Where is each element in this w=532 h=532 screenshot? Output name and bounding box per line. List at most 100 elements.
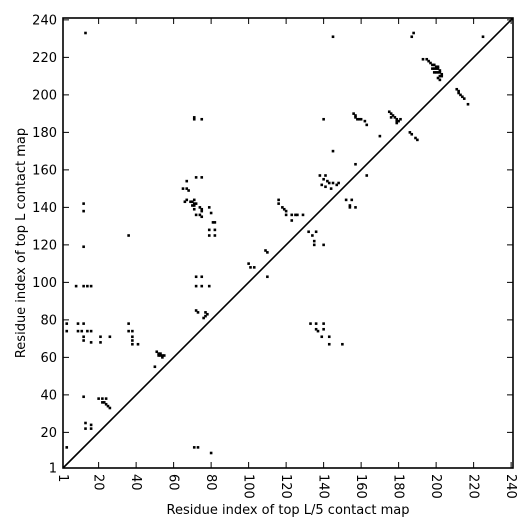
contact-point	[354, 162, 357, 166]
contact-point	[82, 284, 85, 288]
contact-point	[101, 397, 104, 400]
contact-point	[159, 352, 162, 355]
contact-point	[461, 95, 464, 99]
contact-point	[389, 116, 393, 119]
contact-point	[200, 209, 204, 213]
contact-point	[189, 200, 192, 204]
contact-point	[65, 329, 69, 333]
contact-point	[459, 93, 462, 97]
x-tick-label: 40	[128, 474, 143, 491]
contact-point	[97, 397, 100, 400]
contact-point	[84, 421, 87, 425]
contact-point	[344, 198, 348, 202]
contact-point	[327, 335, 331, 339]
contact-point	[312, 243, 316, 247]
contact-point	[322, 327, 325, 331]
contact-point	[309, 322, 312, 325]
contact-point	[136, 342, 140, 346]
contact-point	[194, 275, 198, 279]
y-axis-label: Residue index of top L contact map	[14, 128, 29, 358]
plot-frame	[62, 17, 514, 469]
contact-point	[86, 284, 89, 288]
contact-point	[82, 339, 85, 342]
contact-point	[181, 187, 185, 190]
contact-point	[161, 356, 164, 359]
contact-point	[327, 342, 331, 346]
contact-point	[350, 198, 354, 202]
contact-point	[65, 322, 69, 325]
x-tick-label: 240	[503, 474, 518, 499]
contact-point	[337, 181, 340, 185]
contact-point	[440, 74, 444, 78]
contact-point	[425, 57, 429, 61]
contact-point	[200, 284, 204, 288]
contact-point	[412, 31, 415, 35]
contact-point	[211, 221, 215, 224]
contact-point	[331, 35, 335, 39]
contact-point	[277, 198, 280, 202]
x-tick-label: 160	[353, 474, 368, 499]
contact-point	[322, 117, 325, 121]
contact-point	[331, 149, 335, 153]
contact-point	[466, 102, 470, 106]
contact-point	[314, 322, 318, 325]
contact-point	[324, 185, 327, 189]
contact-point	[414, 136, 417, 140]
x-tick-label: 100	[241, 474, 256, 499]
contact-point	[421, 57, 425, 61]
x-tick-label: 20	[91, 474, 106, 491]
contact-point	[192, 446, 196, 449]
contact-point	[312, 239, 316, 243]
y-tick-label: 220	[32, 51, 57, 66]
contact-point	[198, 206, 202, 209]
contact-point	[108, 335, 112, 339]
y-tick-label: 160	[32, 163, 57, 178]
contact-point	[434, 71, 438, 74]
contact-point	[207, 228, 211, 232]
diagonal-line	[62, 17, 514, 469]
contact-point	[191, 200, 194, 204]
y-tick-label: 40	[40, 388, 57, 403]
contact-point	[194, 284, 198, 288]
contact-point	[432, 71, 436, 74]
contact-point	[131, 342, 134, 346]
contact-point	[318, 174, 322, 177]
y-tick-label: 20	[40, 426, 57, 441]
contact-point	[131, 335, 134, 339]
contact-point	[290, 213, 294, 217]
contact-point	[457, 89, 460, 93]
contact-point	[131, 329, 134, 333]
y-tick-label: 100	[32, 276, 57, 291]
contact-point	[162, 354, 166, 357]
contact-point	[314, 327, 318, 331]
contact-point	[74, 284, 78, 288]
contact-point	[281, 206, 284, 209]
contact-point	[432, 63, 436, 67]
contact-point	[322, 243, 325, 247]
contact-point	[327, 181, 331, 185]
contact-point	[192, 202, 196, 205]
contact-point	[185, 198, 189, 202]
contact-point	[432, 67, 436, 70]
contact-point	[264, 249, 267, 252]
contact-point	[354, 116, 357, 119]
y-tick-label: 200	[32, 88, 57, 103]
contact-point	[104, 397, 108, 400]
contact-point	[277, 202, 280, 205]
contact-point	[194, 176, 198, 179]
contact-point	[395, 121, 399, 125]
y-tick-label: 240	[32, 13, 57, 28]
contact-point	[393, 116, 397, 119]
contact-point	[462, 97, 466, 100]
contact-point	[294, 213, 297, 217]
contact-point	[457, 91, 460, 95]
contact-point	[391, 114, 395, 117]
contact-point	[436, 67, 440, 70]
contact-point	[82, 395, 85, 399]
contact-point	[331, 181, 335, 185]
contact-point	[213, 221, 217, 224]
contact-point	[429, 61, 432, 65]
contact-point	[434, 67, 438, 70]
